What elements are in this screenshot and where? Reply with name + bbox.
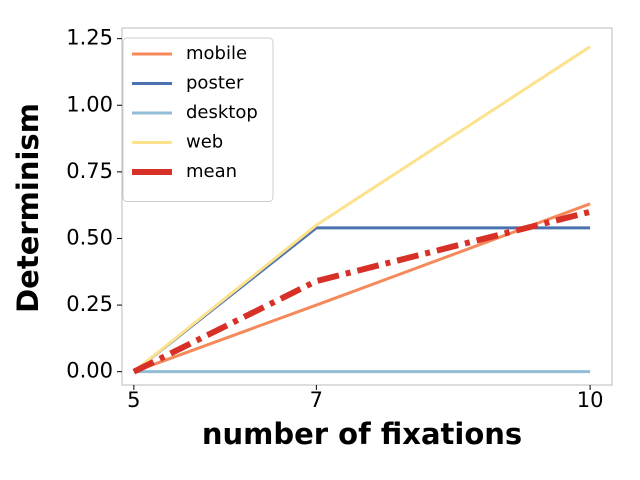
legend-label: desktop	[186, 102, 258, 123]
y-tick-label: 0.50	[66, 225, 113, 249]
series-line	[132, 226, 591, 373]
x-tick-label: 7	[310, 388, 323, 412]
y-tick-label: 0.25	[66, 292, 113, 316]
legend: mobile poster desktop web mean	[122, 37, 274, 202]
y-tick-label: 0.00	[66, 359, 113, 383]
legend-label: poster	[186, 73, 244, 94]
y-tick-label: 0.75	[66, 159, 113, 183]
legend-label: mean	[186, 161, 237, 182]
series-line	[133, 202, 591, 374]
legend-label: mobile	[186, 43, 247, 64]
series-line	[132, 45, 591, 373]
y-tick-label: 1.25	[66, 26, 113, 50]
x-tick-label: 5	[127, 388, 140, 412]
y-axis-label: Determinism	[11, 103, 45, 313]
legend-label: web	[186, 132, 223, 153]
plot-frame	[121, 27, 613, 386]
y-tick-label: 1.00	[66, 92, 113, 116]
x-axis-label: number of fixations	[202, 417, 522, 451]
x-tick-label: 10	[577, 388, 604, 412]
legend-box	[122, 37, 274, 202]
